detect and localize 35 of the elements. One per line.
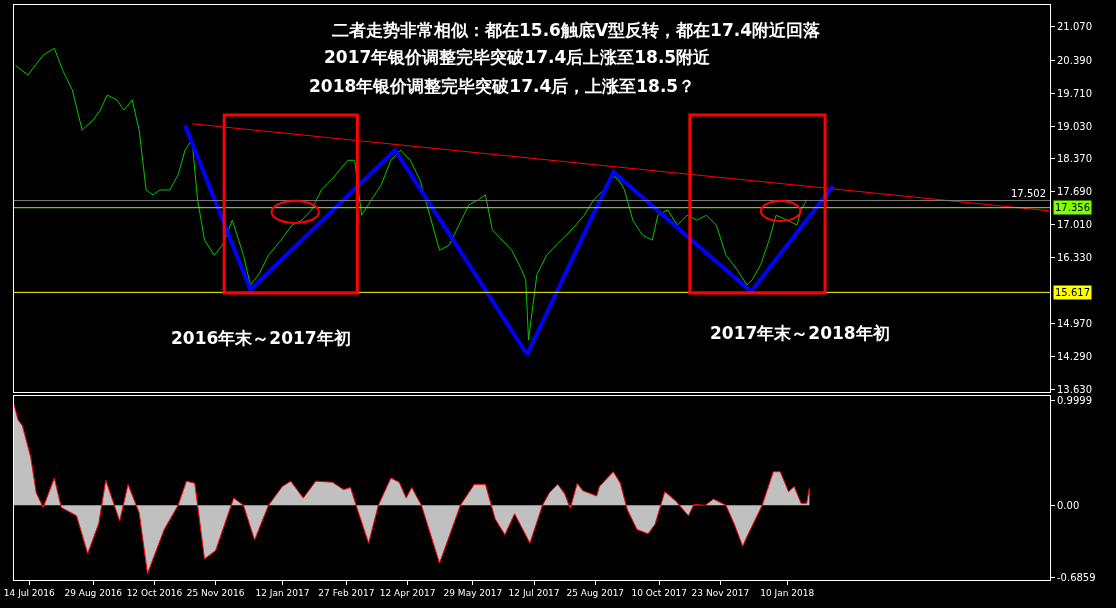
x-tick-label: 12 Apr 2017 — [379, 587, 436, 598]
x-tick-label: 25 Nov 2016 — [186, 587, 245, 598]
y-tick-label: 21.070 — [1057, 21, 1092, 33]
ref-line-label: 17.356 — [1055, 202, 1090, 213]
y-tick-label: 17.010 — [1057, 219, 1092, 231]
y-tick-label: 0.00 — [1057, 499, 1080, 511]
annotation: 2017年银价调整完毕突破17.4后上涨至18.5附近 — [324, 47, 712, 67]
y-tick-label: 14.290 — [1057, 351, 1092, 363]
annotation: 2017年末～2018年初 — [710, 323, 890, 343]
y-tick-label: 19.030 — [1057, 120, 1092, 132]
annotation: 2016年末～2017年初 — [171, 328, 351, 348]
x-tick-label: 12 Oct 2016 — [126, 587, 183, 598]
y-tick-label: 14.970 — [1057, 318, 1092, 330]
y-tick-label: 17.690 — [1057, 185, 1092, 197]
y-tick-label: 20.390 — [1057, 54, 1092, 66]
x-tick-label: 12 Jul 2017 — [508, 587, 560, 598]
x-tick-label: 14 Jul 2016 — [3, 587, 56, 598]
x-tick-label: 10 Jan 2018 — [760, 587, 815, 598]
x-tick-label: 10 Oct 2017 — [631, 587, 688, 598]
x-tick-label: 27 Feb 2017 — [318, 587, 375, 598]
x-tick-label: 25 Aug 2017 — [566, 587, 625, 598]
y-tick-label: 16.330 — [1057, 252, 1092, 264]
ref-line-label: 17.502 — [1011, 188, 1046, 199]
ref-line-label: 15.617 — [1055, 287, 1090, 298]
y-tick-label: 19.710 — [1057, 87, 1092, 99]
x-tick-label: 23 Nov 2017 — [691, 587, 750, 598]
x-tick-label: 29 May 2017 — [443, 587, 503, 598]
x-tick-label: 12 Jan 2017 — [255, 587, 310, 598]
y-tick-label: 0.9999 — [1057, 394, 1092, 406]
y-tick-label: 18.370 — [1057, 152, 1092, 164]
y-tick-label: -0.6859 — [1057, 571, 1096, 583]
annotation: 二者走势非常相似：都在15.6触底V型反转，都在17.4附近回落 — [332, 20, 821, 40]
x-tick-label: 29 Aug 2016 — [64, 587, 123, 598]
y-tick-label: 13.630 — [1057, 383, 1092, 395]
annotation: 2018年银价调整完毕突破17.4后，上涨至18.5？ — [309, 76, 696, 96]
